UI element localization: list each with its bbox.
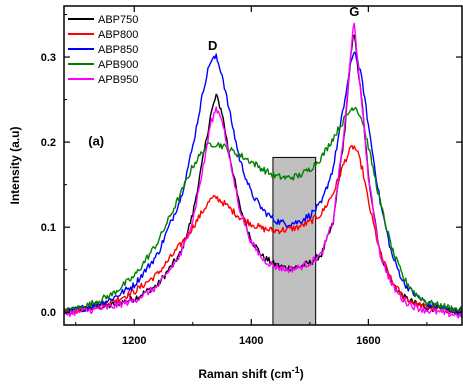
x-axis-title: Raman shift (cm-1) [198,365,303,381]
series-line-abp850 [63,51,463,316]
plot-area [272,156,317,326]
series-line-apb950 [63,22,463,319]
y-tick-label: 0.3 [41,52,56,64]
shaded-region [272,156,317,326]
legend-label: ABP800 [98,29,138,41]
x-tick-label: 1400 [239,335,263,347]
legend: ABP750 ABP800 ABP850 APB900 APB950 [68,14,138,86]
y-tick-label: 0.2 [41,137,56,149]
g-band-label: G [349,4,359,19]
series-line-apb900 [63,106,463,314]
x-tick-label: 1200 [122,335,146,347]
d-band-label: D [208,38,217,53]
legend-label: ABP750 [98,14,138,26]
series-layer [63,22,463,319]
legend-label: ABP850 [98,44,138,56]
legend-label: APB950 [98,74,138,86]
series-line-abp800 [63,145,463,316]
y-axis-title: Intensity (a.u) [8,126,22,204]
plot-frame [63,5,463,326]
x-tick-label: 1600 [356,335,380,347]
y-tick-label: 0.0 [41,307,56,319]
panel-label: (a) [88,134,104,149]
annotations: (a) D G [88,4,359,148]
legend-label: APB900 [98,59,138,71]
y-tick-label: 0.1 [41,222,56,234]
axes: 1200 1400 1600 0.0 0.1 0.2 0.3 Raman shift (cm-… [8,5,463,381]
